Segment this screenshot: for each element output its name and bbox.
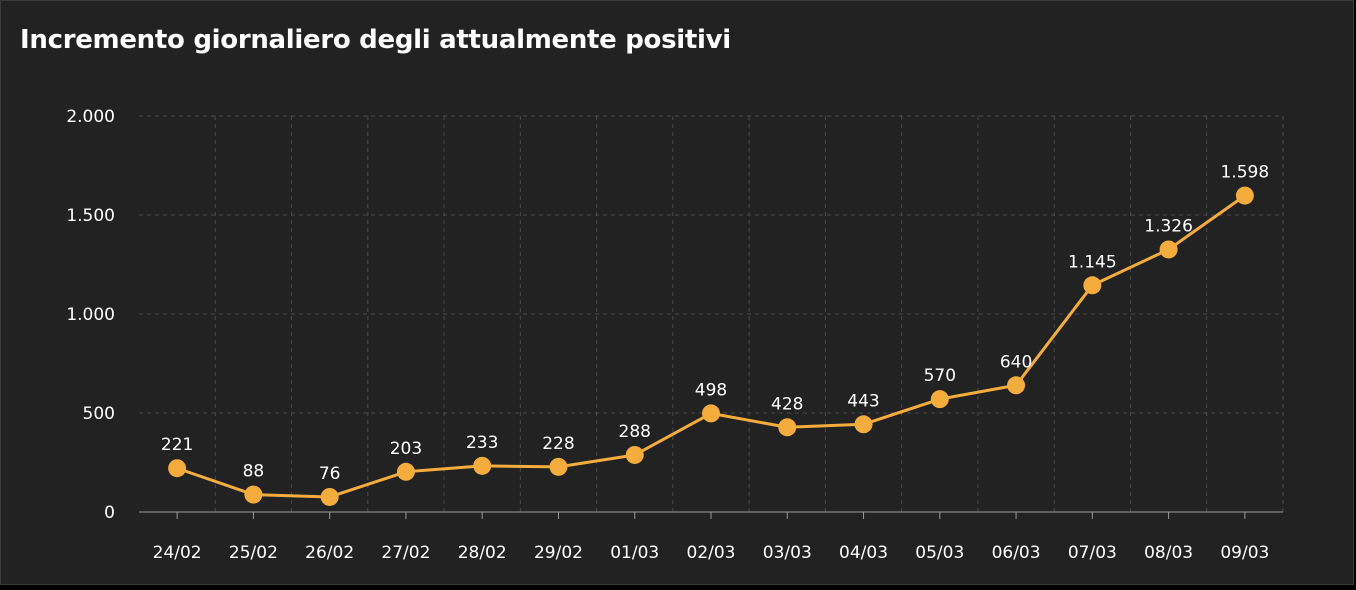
grid	[139, 115, 1284, 512]
data-label: 203	[390, 439, 422, 459]
data-point[interactable]	[549, 457, 568, 476]
x-tick-label: 05/03	[915, 543, 964, 563]
x-tick-label: 06/03	[992, 543, 1041, 563]
data-point[interactable]	[625, 445, 644, 464]
data-label: 570	[924, 366, 956, 386]
data-label: 288	[619, 422, 651, 442]
x-tick-label: 07/03	[1068, 543, 1117, 563]
x-tick-label: 25/02	[229, 543, 278, 563]
data-point[interactable]	[1007, 376, 1026, 395]
x-tick-label: 27/02	[381, 543, 430, 563]
data-point[interactable]	[1235, 186, 1254, 205]
x-tick-label: 03/03	[763, 543, 812, 563]
data-point[interactable]	[1083, 276, 1102, 295]
data-label: 428	[771, 394, 803, 414]
data-point[interactable]	[396, 462, 415, 481]
data-label: 1.326	[1144, 216, 1193, 236]
data-label: 88	[243, 462, 265, 482]
data-label: 640	[1000, 352, 1032, 372]
data-point[interactable]	[702, 404, 720, 423]
data-point[interactable]	[320, 487, 339, 506]
x-tick-label: 26/02	[305, 543, 354, 563]
axes: 0 500 1.000 1.500 2.000 24/02 25/02 26/02 27/02 2…	[66, 107, 1283, 563]
data-labels: 221 88 76 203 233 228 288 498 428 443 570 640 1.145 1…	[161, 163, 1269, 484]
data-point[interactable]	[473, 456, 492, 475]
data-point[interactable]	[854, 415, 873, 434]
series-layer	[168, 186, 1254, 506]
x-tick-label: 01/03	[610, 543, 659, 563]
data-label: 443	[847, 391, 879, 411]
x-tick-label: 04/03	[839, 543, 888, 563]
data-point[interactable]	[244, 485, 263, 504]
data-label: 233	[466, 433, 498, 453]
data-point[interactable]	[930, 390, 949, 409]
data-point[interactable]	[168, 459, 187, 478]
data-label: 1.145	[1068, 252, 1117, 272]
x-tick-label: 29/02	[534, 543, 583, 563]
data-label: 221	[161, 435, 193, 455]
y-tick-label: 0	[104, 503, 115, 523]
data-label: 1.598	[1221, 163, 1270, 183]
data-label: 228	[542, 434, 574, 454]
y-tick-label: 2.000	[66, 107, 115, 127]
x-tick-label: 24/02	[153, 543, 202, 563]
data-point[interactable]	[778, 418, 797, 437]
y-tick-label: 1.000	[66, 305, 115, 325]
y-tick-label: 1.500	[66, 206, 115, 226]
x-tick-label: 08/03	[1144, 543, 1193, 563]
data-label: 498	[695, 380, 727, 400]
y-tick-label: 500	[83, 404, 115, 424]
x-tick-label: 09/03	[1220, 543, 1269, 563]
data-point[interactable]	[1159, 240, 1178, 259]
data-label: 76	[319, 464, 341, 484]
x-tick-label: 28/02	[458, 543, 507, 563]
series-line	[176, 194, 1246, 499]
chart-title: Incremento giornaliero degli attualmente…	[20, 25, 731, 55]
x-tick-label: 02/03	[687, 543, 736, 563]
